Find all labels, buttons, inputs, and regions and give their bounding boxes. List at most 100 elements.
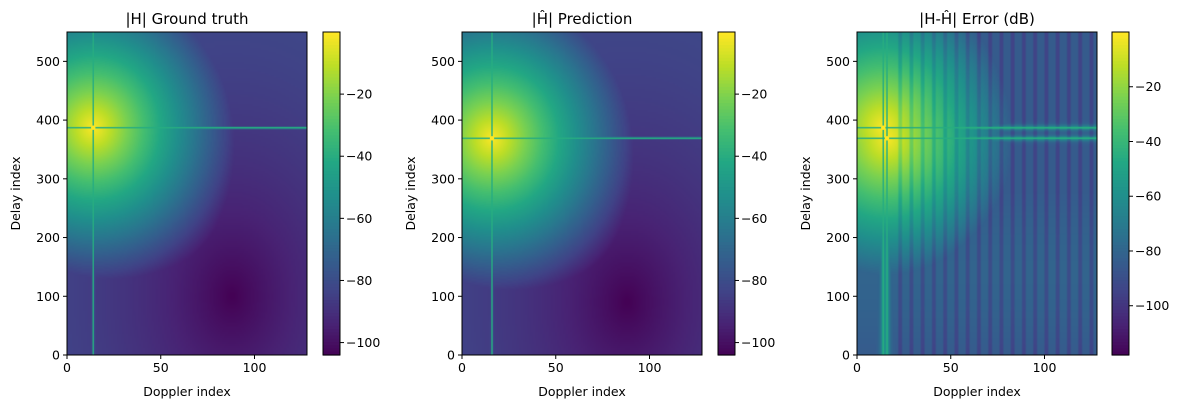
colorbar-segment-2: [718, 303, 735, 308]
colorbar-segment-2: [718, 170, 735, 175]
colorbar-segment-3: [1112, 164, 1129, 169]
colorbar-segment-2: [718, 164, 735, 169]
colorbar-segment-2: [718, 157, 735, 162]
colorbar-segment-3: [1112, 35, 1129, 40]
colorbar-segment-1: [323, 193, 340, 198]
colorbar-segment-3: [1112, 161, 1129, 166]
colorbar-segment-2: [718, 41, 735, 46]
colorbar-segment-1: [323, 148, 340, 153]
colorbar-segment-3: [1112, 271, 1129, 275]
y-axis-label-3: Delay index: [798, 156, 813, 230]
colorbar-segment-3: [1112, 148, 1129, 153]
colorbar-segment-3: [1112, 342, 1129, 346]
colorbar-segment-1: [323, 325, 340, 330]
colorbar-segment-3: [1112, 99, 1129, 104]
colorbar-segment-2: [718, 125, 735, 130]
x-tick-label-3: 50: [943, 360, 959, 375]
x-axis-label-2: Doppler index: [538, 384, 626, 399]
colorbar-segment-1: [323, 251, 340, 256]
colorbar-segment-3: [1112, 77, 1129, 82]
colorbar-segment-1: [323, 296, 340, 301]
colorbar-segment-3: [1112, 277, 1129, 282]
colorbar-tick-label-2: −60: [741, 211, 767, 226]
colorbar-segment-1: [323, 206, 340, 211]
colorbar-segment-1: [323, 103, 340, 107]
heatmap-image-2: [462, 32, 702, 355]
colorbar-segment-1: [323, 187, 340, 191]
colorbar-segment-3: [1112, 225, 1129, 230]
colorbar-segment-2: [718, 83, 735, 88]
colorbar-segment-3: [1112, 264, 1129, 269]
colorbar-segment-3: [1112, 44, 1129, 49]
colorbar-tick-label-3: −80: [1135, 243, 1161, 258]
colorbar-segment-3: [1112, 309, 1129, 314]
y-tick-label-3: 0: [842, 348, 850, 363]
colorbar-tick-label-3: −20: [1135, 79, 1161, 94]
colorbar-segment-1: [323, 138, 340, 143]
colorbar-segment-3: [1112, 115, 1129, 120]
colorbar-segment-1: [323, 96, 340, 101]
colorbar-segment-1: [323, 342, 340, 346]
colorbar-segment-2: [718, 258, 735, 262]
colorbar-segment-3: [1112, 180, 1129, 185]
colorbar-segment-2: [718, 280, 735, 285]
colorbar-segment-2: [718, 309, 735, 314]
colorbar-segment-2: [718, 319, 735, 324]
colorbar-segment-3: [1112, 238, 1129, 243]
colorbar-segment-1: [323, 90, 340, 94]
colorbar-segment-2: [718, 283, 735, 288]
colorbar-segment-3: [1112, 338, 1129, 343]
colorbar-segment-1: [323, 277, 340, 282]
colorbar-segment-3: [1112, 106, 1129, 111]
peak-marker-1-1: [91, 125, 96, 130]
colorbar-segment-3: [1112, 258, 1129, 262]
colorbar-segment-1: [323, 222, 340, 227]
colorbar-segment-1: [323, 209, 340, 214]
colorbar-segment-1: [323, 51, 340, 56]
colorbar-segment-2: [718, 264, 735, 269]
colorbar-segment-3: [1112, 170, 1129, 175]
x-tick-label-1: 50: [153, 360, 169, 375]
colorbar-segment-2: [718, 73, 735, 78]
colorbar-segment-2: [718, 232, 735, 237]
colorbar-segment-1: [323, 38, 340, 43]
y-tick-label-1: 500: [36, 54, 60, 69]
colorbar-segment-2: [718, 177, 735, 182]
colorbar-segment-2: [718, 77, 735, 82]
colorbar-segment-2: [718, 141, 735, 146]
colorbar-segment-1: [323, 196, 340, 201]
x-tick-label-3: 100: [1033, 360, 1057, 375]
colorbar-segment-1: [323, 183, 340, 188]
y-tick-label-1: 200: [36, 230, 60, 245]
colorbar-segment-3: [1112, 290, 1129, 295]
colorbar-segment-3: [1112, 348, 1129, 353]
x-tick-label-2: 100: [638, 360, 662, 375]
colorbar-segment-1: [323, 216, 340, 220]
colorbar-segment-1: [323, 109, 340, 114]
colorbar-segment-2: [718, 313, 735, 317]
colorbar-segment-3: [1112, 351, 1129, 356]
colorbar-segment-1: [323, 309, 340, 314]
colorbar-tick-label-3: −60: [1135, 189, 1161, 204]
colorbar-segment-3: [1112, 329, 1129, 333]
colorbar-segment-2: [718, 99, 735, 104]
y-tick-label-3: 500: [826, 54, 850, 69]
y-tick-label-3: 100: [826, 289, 850, 304]
y-tick-label-1: 100: [36, 289, 60, 304]
colorbar-segment-1: [323, 229, 340, 233]
colorbar-segment-3: [1112, 174, 1129, 178]
colorbar-segment-3: [1112, 90, 1129, 94]
peak-marker-2-1: [489, 136, 495, 141]
colorbar-segment-1: [323, 44, 340, 49]
colorbar-segment-1: [323, 157, 340, 162]
colorbar-segment-3: [1112, 206, 1129, 211]
colorbar-segment-2: [718, 96, 735, 101]
colorbar-tick-label-1: −80: [346, 273, 372, 288]
colorbar-segment-2: [718, 238, 735, 243]
colorbar-segment-3: [1112, 322, 1129, 327]
colorbar-segment-1: [323, 164, 340, 169]
colorbar-segment-1: [323, 319, 340, 324]
colorbar-segment-2: [718, 287, 735, 291]
colorbar-segment-2: [718, 174, 735, 178]
colorbar-segment-3: [1112, 54, 1129, 59]
